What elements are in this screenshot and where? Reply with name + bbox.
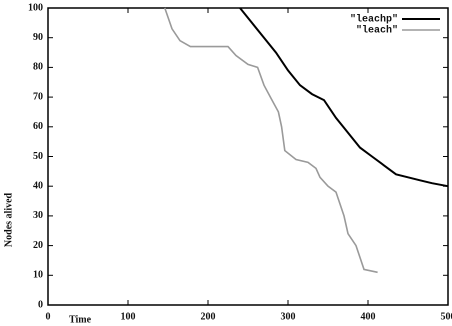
y-tick-label: 20 [33, 240, 43, 251]
x-tick-label: 500 [441, 311, 452, 322]
y-tick-label: 0 [38, 299, 43, 310]
x-tick-label: 0 [46, 311, 51, 322]
x-tick-label: 200 [201, 311, 216, 322]
y-tick-label: 30 [33, 210, 43, 221]
y-tick-label: 50 [33, 151, 43, 162]
legend-label: "leachp" [350, 14, 398, 26]
y-axis-label: Nodes alived [3, 192, 14, 247]
y-tick-label: 100 [28, 2, 43, 13]
y-tick-label: 40 [33, 180, 43, 191]
y-tick-label: 70 [33, 91, 43, 102]
x-tick-label: 300 [281, 311, 296, 322]
y-tick-label: 80 [33, 62, 43, 73]
x-axis-label: Time [69, 314, 92, 325]
legend-label: "leach" [356, 25, 398, 37]
plot-frame [47, 7, 449, 306]
y-tick-label: 90 [33, 32, 43, 43]
x-tick-label: 100 [121, 311, 136, 322]
y-tick-label: 10 [33, 270, 43, 281]
series-line [239, 7, 449, 188]
y-tick-label: 60 [33, 121, 43, 132]
series-line [164, 7, 378, 274]
x-tick-label: 400 [361, 311, 376, 322]
